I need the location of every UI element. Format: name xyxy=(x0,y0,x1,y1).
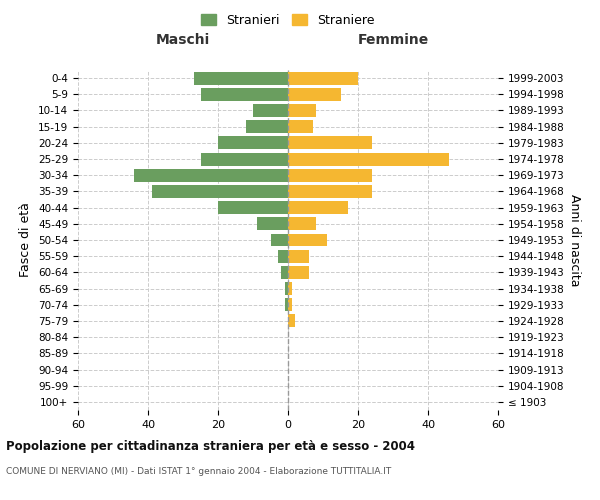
Bar xyxy=(288,201,347,214)
Bar xyxy=(288,169,372,181)
Bar xyxy=(284,282,288,295)
Bar xyxy=(288,282,292,295)
Bar xyxy=(288,120,313,133)
Bar xyxy=(288,250,309,262)
Bar xyxy=(288,104,316,117)
Bar xyxy=(288,88,341,101)
Y-axis label: Anni di nascita: Anni di nascita xyxy=(568,194,581,286)
Text: Popolazione per cittadinanza straniera per età e sesso - 2004: Popolazione per cittadinanza straniera p… xyxy=(6,440,415,453)
Bar xyxy=(151,185,288,198)
Bar xyxy=(281,266,288,279)
Bar xyxy=(253,104,288,117)
Bar xyxy=(200,88,288,101)
Bar xyxy=(288,185,372,198)
Bar xyxy=(288,72,358,85)
Y-axis label: Fasce di età: Fasce di età xyxy=(19,202,32,278)
Bar xyxy=(200,152,288,166)
Bar xyxy=(271,234,288,246)
Bar xyxy=(134,169,288,181)
Bar xyxy=(288,266,309,279)
Bar xyxy=(288,298,292,311)
Bar xyxy=(246,120,288,133)
Legend: Stranieri, Straniere: Stranieri, Straniere xyxy=(196,9,380,32)
Text: COMUNE DI NERVIANO (MI) - Dati ISTAT 1° gennaio 2004 - Elaborazione TUTTITALIA.I: COMUNE DI NERVIANO (MI) - Dati ISTAT 1° … xyxy=(6,468,391,476)
Bar xyxy=(218,201,288,214)
Bar xyxy=(288,136,372,149)
Bar xyxy=(257,218,288,230)
Bar xyxy=(288,314,295,328)
Bar xyxy=(277,250,288,262)
Bar xyxy=(218,136,288,149)
Bar xyxy=(284,298,288,311)
Bar xyxy=(288,152,449,166)
Text: Femmine: Femmine xyxy=(358,34,428,48)
Bar xyxy=(288,234,326,246)
Bar xyxy=(288,218,316,230)
Bar xyxy=(193,72,288,85)
Text: Maschi: Maschi xyxy=(156,34,210,48)
